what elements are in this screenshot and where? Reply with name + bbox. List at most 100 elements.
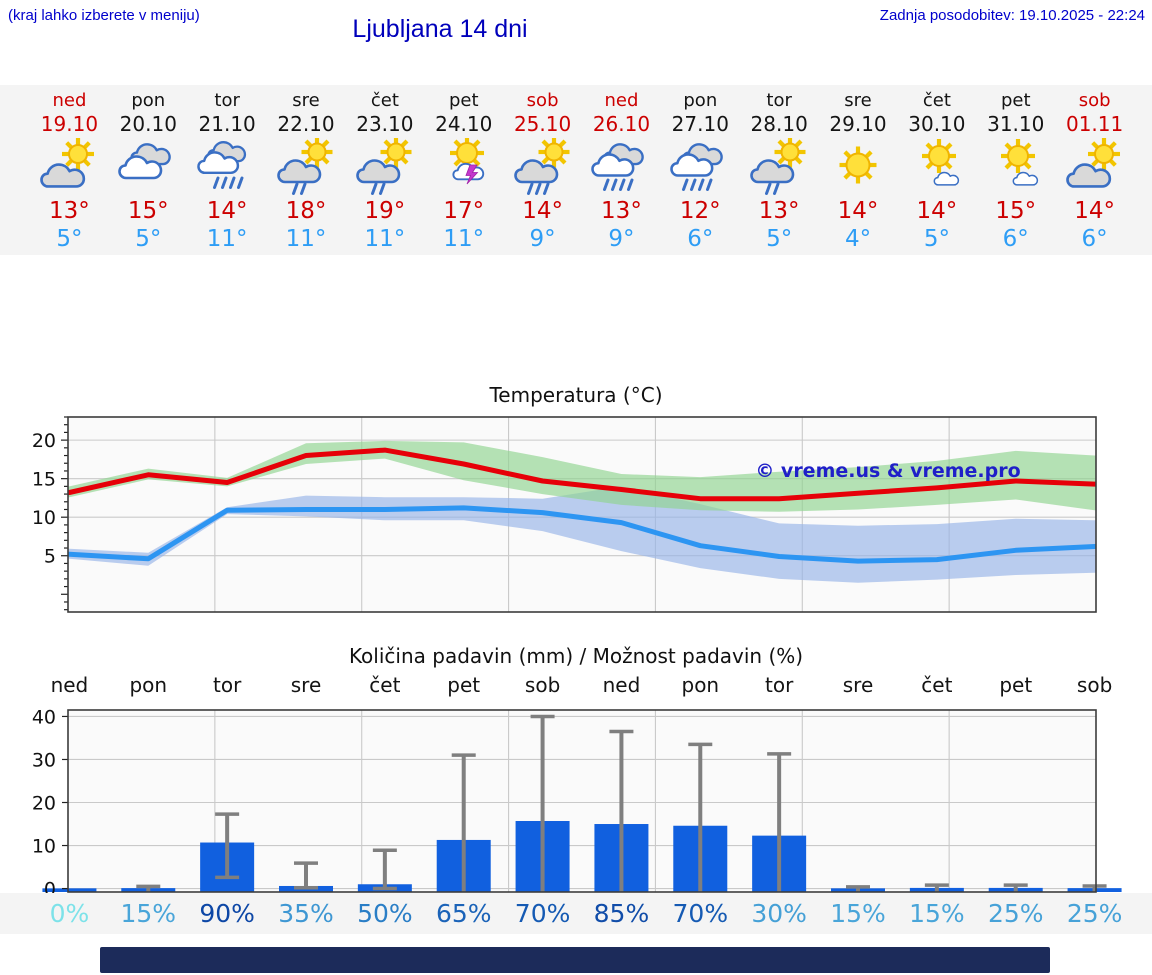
tmin-label: 11° xyxy=(364,226,406,252)
day-column: sob 25.10 14° 9° xyxy=(503,85,582,253)
day-name: pet xyxy=(448,90,479,111)
precip-day-label: čet xyxy=(369,673,401,697)
sun-rain-light-icon xyxy=(275,138,337,196)
precip-day-labels: ned pon tor sre čet pet sob ned pon tor sre čet pet s… xyxy=(30,673,1134,697)
pop-label: 85% xyxy=(593,899,650,928)
pop-label: 30% xyxy=(751,899,807,928)
pop-label: 15% xyxy=(120,899,177,928)
precip-day-label: tor xyxy=(212,673,242,697)
tmin-label: 6° xyxy=(1002,226,1029,252)
tmax-label: 13° xyxy=(49,198,90,224)
tmin-label: 11° xyxy=(443,226,485,252)
tmin-label: 4° xyxy=(844,226,872,252)
day-name: sre xyxy=(844,90,872,111)
day-column: sob 01.11 14° 6° xyxy=(1055,85,1134,253)
svg-text:10: 10 xyxy=(32,507,56,529)
day-date: 20.10 xyxy=(119,112,177,136)
svg-text:10: 10 xyxy=(32,836,56,858)
tmin-label: 6° xyxy=(687,226,714,252)
tmax-label: 15° xyxy=(127,198,169,224)
tmax-label: 14° xyxy=(837,198,879,224)
pop-label: 25% xyxy=(1066,899,1123,928)
precip-day-label: ned xyxy=(50,673,89,697)
day-name: sob xyxy=(526,90,559,111)
tmax-label: 12° xyxy=(679,198,721,224)
day-name: ned xyxy=(604,90,639,111)
svg-text:5: 5 xyxy=(44,546,56,568)
bottom-menu-bar[interactable] xyxy=(100,947,1050,973)
precip-day-label: sob xyxy=(524,673,561,697)
day-column: sre 29.10 14° 4° xyxy=(819,85,898,253)
day-name: čet xyxy=(370,90,399,111)
day-column: pon 20.10 15° 5° xyxy=(109,85,188,253)
day-name: pon xyxy=(131,90,166,111)
day-date: 21.10 xyxy=(198,112,256,136)
day-column: čet 30.10 14° 5° xyxy=(897,85,976,253)
tmin-label: 6° xyxy=(1081,226,1108,252)
tmax-label: 17° xyxy=(443,198,485,224)
mostly-sunny-icon xyxy=(985,138,1047,196)
day-date: 24.10 xyxy=(435,112,493,136)
day-date: 29.10 xyxy=(829,112,887,136)
precip-day-label: sre xyxy=(290,673,322,697)
day-date: 01.11 xyxy=(1065,112,1124,136)
day-name: tor xyxy=(766,90,792,111)
sun-storm-icon xyxy=(433,138,495,196)
tmin-label: 9° xyxy=(608,226,635,252)
sun-cloud-icon xyxy=(38,138,100,196)
pop-label: 90% xyxy=(199,899,255,928)
day-name: ned xyxy=(52,90,87,111)
cloudy-icon xyxy=(117,138,179,196)
day-name: čet xyxy=(922,90,951,111)
mostly-sunny-icon xyxy=(906,138,968,196)
tmin-label: 11° xyxy=(285,226,327,252)
pop-label: 70% xyxy=(672,899,729,928)
sunny-icon xyxy=(827,138,889,196)
day-date: 28.10 xyxy=(750,112,808,136)
pop-label: 15% xyxy=(830,899,886,928)
sun-cloud-icon xyxy=(1064,138,1126,196)
temperature-chart: 5 10 15 20 © vreme.us & vreme.pro xyxy=(32,416,1098,613)
tmax-label: 18° xyxy=(285,198,327,224)
day-column: čet 23.10 19° 11° xyxy=(345,85,424,253)
precip-day-label: pon xyxy=(129,673,168,697)
rain-icon xyxy=(196,138,258,196)
day-column: sre 22.10 18° 11° xyxy=(267,85,346,253)
tmin-label: 5° xyxy=(923,226,950,252)
day-date: 31.10 xyxy=(987,112,1045,136)
svg-text:20: 20 xyxy=(32,430,56,452)
svg-text:30: 30 xyxy=(32,749,56,771)
day-date: 22.10 xyxy=(277,112,335,136)
sun-rain-light-icon xyxy=(354,138,416,196)
tmin-label: 5° xyxy=(135,226,162,252)
cloud-rain-icon xyxy=(669,138,731,196)
forecast-strip: ned 19.10 13° 5° pon 20.10 15° 5° tor 21.10 14° 11°… xyxy=(0,85,1152,255)
tmin-label: 11° xyxy=(206,226,248,252)
tmax-label: 13° xyxy=(758,198,800,224)
day-name: pon xyxy=(683,90,718,111)
day-date: 23.10 xyxy=(356,112,414,136)
tmax-label: 14° xyxy=(1074,198,1115,224)
day-column: ned 19.10 13° 5° xyxy=(30,85,109,253)
precip-day-label: pet xyxy=(999,673,1033,697)
pop-label: 15% xyxy=(909,899,965,928)
sun-rain-icon xyxy=(512,138,574,196)
day-column: tor 28.10 13° 5° xyxy=(740,85,819,253)
day-date: 19.10 xyxy=(40,112,99,136)
day-column: ned 26.10 13° 9° xyxy=(582,85,661,253)
day-date: 27.10 xyxy=(671,112,729,136)
day-name: sob xyxy=(1078,90,1111,111)
watermark: © vreme.us & vreme.pro xyxy=(755,460,1020,482)
day-column: pon 27.10 12° 6° xyxy=(661,85,740,253)
precip-day-label: sre xyxy=(842,673,874,697)
tmax-label: 15° xyxy=(995,198,1037,224)
svg-text:15: 15 xyxy=(32,469,56,491)
tmin-label: 9° xyxy=(529,226,556,252)
day-date: 30.10 xyxy=(908,112,966,136)
day-name: tor xyxy=(214,90,240,111)
svg-text:20: 20 xyxy=(32,793,56,815)
day-name: pet xyxy=(1000,90,1031,111)
temperature-chart-title: Temperatura (°C) xyxy=(489,383,663,407)
pop-label: 65% xyxy=(435,899,492,928)
